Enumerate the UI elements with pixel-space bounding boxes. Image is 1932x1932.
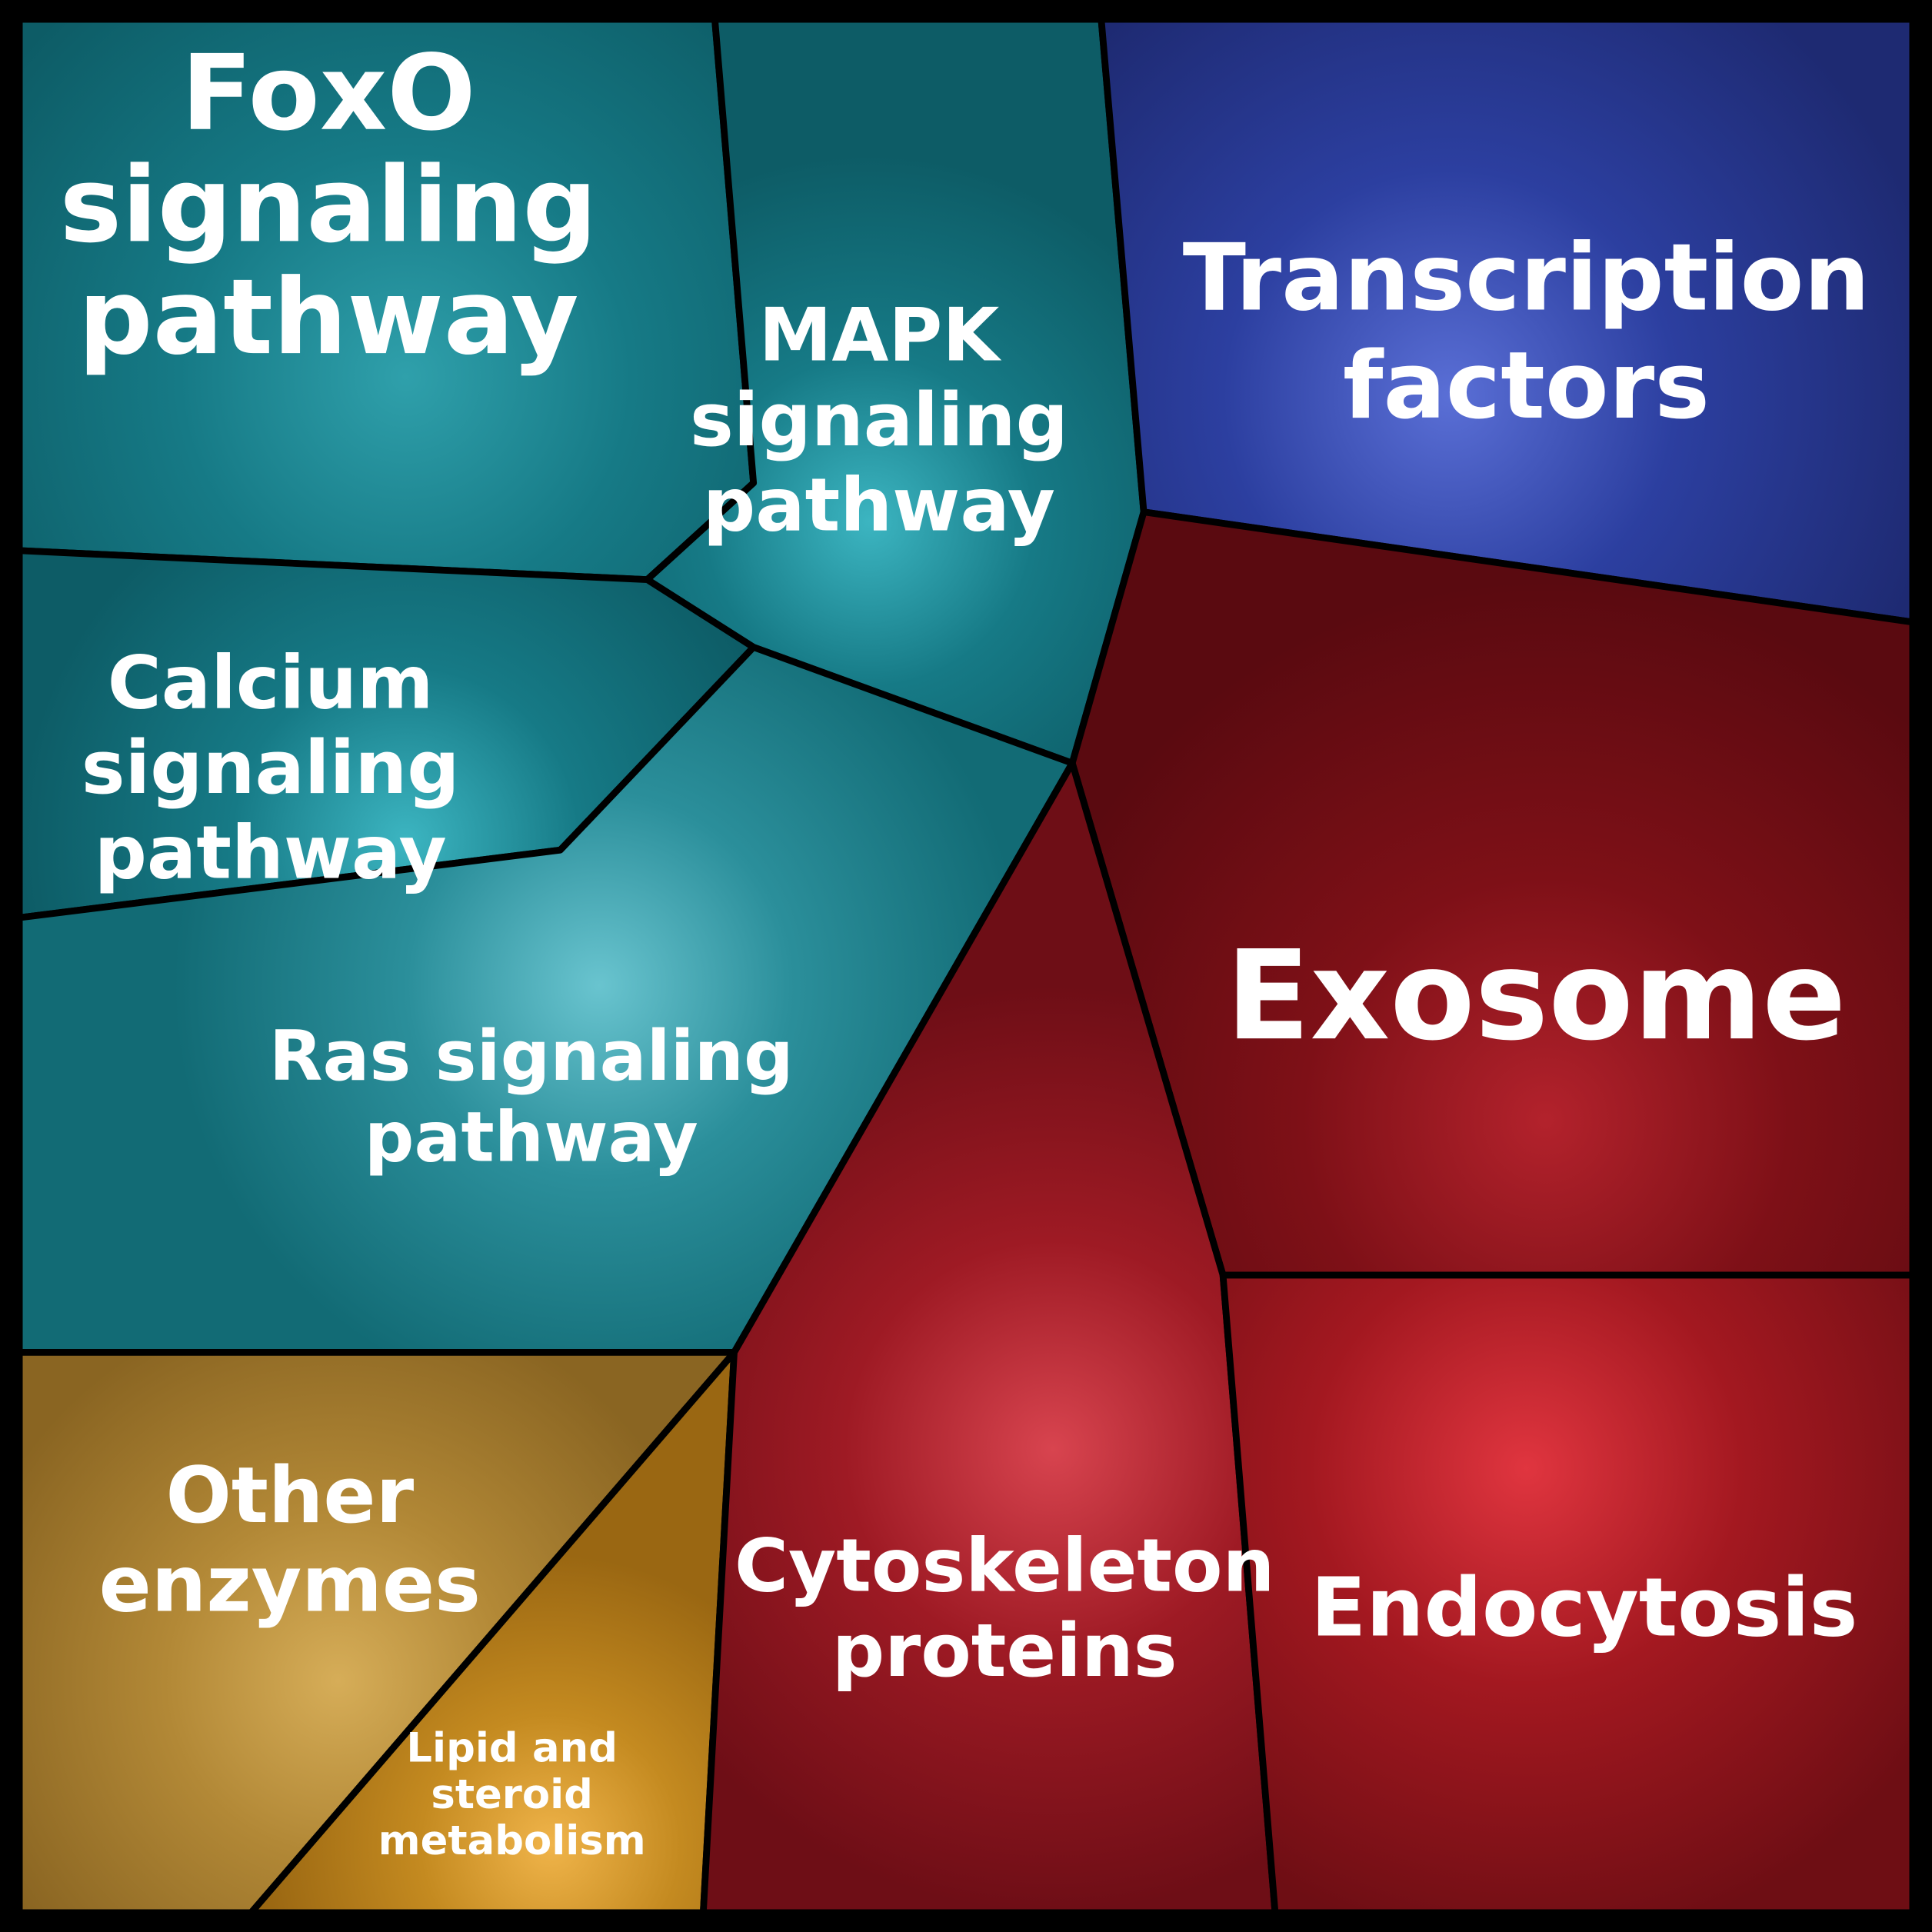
cell-label-calcium: Calcium: [108, 640, 434, 726]
cell-label-foxo: FoxO: [181, 32, 475, 154]
cell-label-exosome: Exosome: [1226, 924, 1847, 1068]
cell-label-cytoskeleton: Cytoskeleton: [734, 1523, 1274, 1609]
cell-label-mapk: signaling: [690, 377, 1068, 463]
cell-label-lipid: Lipid and: [406, 1725, 618, 1772]
cell-label-mapk: pathway: [703, 462, 1055, 548]
cell-label-calcium: signaling: [82, 724, 460, 811]
cell-label-calcium: pathway: [95, 810, 447, 896]
cell-label-foxo: signaling: [60, 144, 598, 265]
cell-label-transcription: Transcription: [1183, 224, 1870, 331]
cell-label-lipid: steroid: [431, 1771, 592, 1818]
cell-label-endocytosis: Endocytosis: [1311, 1560, 1857, 1654]
cell-label-cytoskeleton: proteins: [832, 1607, 1178, 1694]
cell-exosome: [1072, 512, 1913, 1275]
cell-label-other-enzymes: enzymes: [99, 1540, 481, 1630]
cell-label-lipid: metabolism: [378, 1817, 646, 1864]
treemap-svg: FoxOsignalingpathwayMAPKsignalingpathway…: [0, 0, 1932, 1932]
cell-label-ras: Ras signaling: [269, 1016, 794, 1097]
cell-label-mapk: MAPK: [759, 291, 1002, 378]
voronoi-treemap: FoxOsignalingpathwayMAPKsignalingpathway…: [0, 0, 1932, 1932]
cell-label-transcription: factors: [1343, 332, 1710, 440]
cell-label-other-enzymes: Other: [165, 1451, 414, 1541]
cell-label-ras: pathway: [365, 1097, 698, 1178]
cell-label-foxo: pathway: [78, 256, 579, 378]
